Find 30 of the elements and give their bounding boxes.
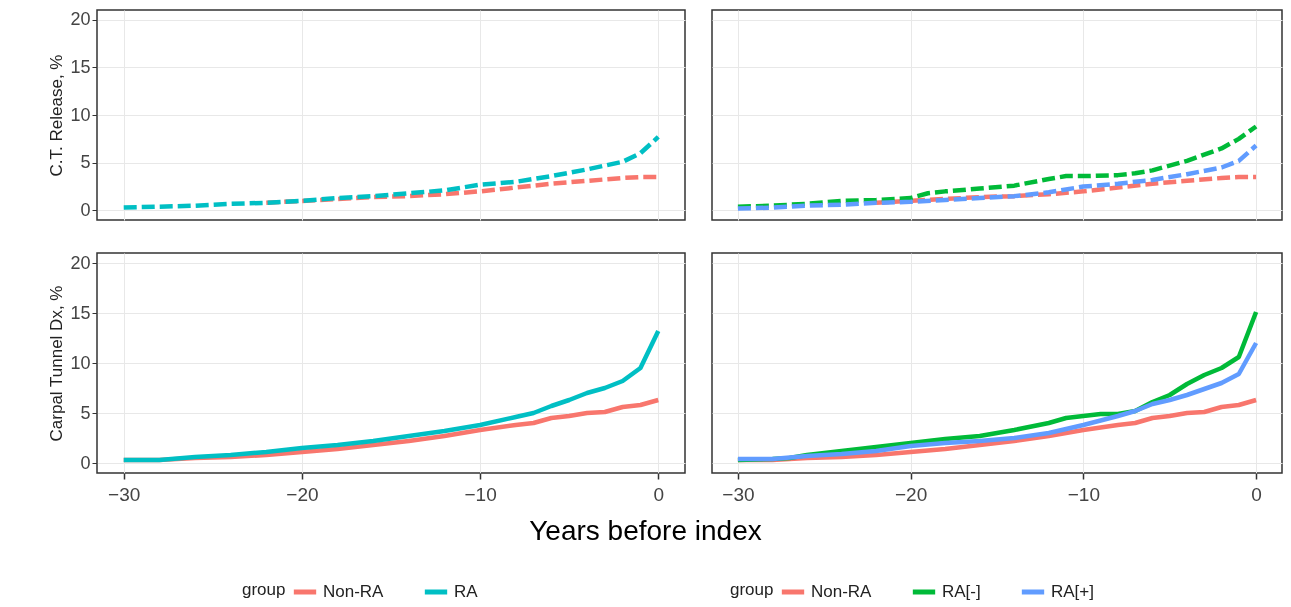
- x-tick-label: −20: [286, 483, 319, 505]
- y-axis-title: Carpal Tunnel Dx, %: [47, 285, 67, 442]
- y-tick-label: 10: [70, 352, 91, 373]
- legend-label: RA[-]: [942, 582, 981, 601]
- y-tick-label: 5: [80, 402, 91, 423]
- y-tick-label: 10: [70, 104, 91, 125]
- line-series: [121, 134, 661, 210]
- x-tick-label: −10: [464, 483, 497, 505]
- x-tick-label: −10: [1067, 483, 1100, 505]
- y-tick-label: 0: [80, 452, 91, 473]
- legend-label: RA: [454, 582, 479, 601]
- y-axis-title: C.T. Release, %: [47, 54, 67, 177]
- x-tick-label: −30: [722, 483, 755, 505]
- legend-label: RA[+]: [1051, 582, 1094, 601]
- legend-label: Non-RA: [811, 582, 873, 601]
- x-tick-label: −20: [895, 483, 928, 505]
- y-tick-label: 5: [80, 152, 91, 173]
- x-tick-label: 0: [1251, 483, 1262, 505]
- x-tick-label: −30: [108, 483, 141, 505]
- y-tick-label: 20: [70, 9, 91, 30]
- line-series: [121, 328, 661, 463]
- y-tick-label: 15: [70, 302, 91, 323]
- y-tick-label: 0: [80, 199, 91, 220]
- legend-title: group: [242, 580, 286, 599]
- x-tick-label: 0: [653, 483, 665, 505]
- y-tick-label: 20: [70, 252, 91, 273]
- y-tick-label: 15: [70, 56, 91, 77]
- legend-title: group: [730, 580, 774, 599]
- legend-label: Non-RA: [323, 582, 385, 601]
- x-axis-title: Years before index: [528, 515, 763, 547]
